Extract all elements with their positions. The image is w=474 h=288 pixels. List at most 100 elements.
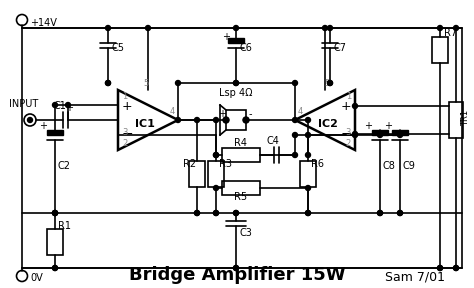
Bar bbox=[47, 229, 63, 255]
Text: R4: R4 bbox=[235, 138, 247, 148]
Circle shape bbox=[292, 132, 298, 137]
Text: 1: 1 bbox=[122, 92, 127, 101]
Text: C4: C4 bbox=[266, 136, 280, 146]
Bar bbox=[226, 110, 246, 130]
Circle shape bbox=[328, 81, 332, 86]
Circle shape bbox=[377, 211, 383, 215]
Text: R3: R3 bbox=[219, 159, 232, 169]
Bar bbox=[372, 130, 388, 135]
Circle shape bbox=[194, 211, 200, 215]
Text: +: + bbox=[222, 32, 230, 42]
Circle shape bbox=[106, 26, 110, 31]
Bar bbox=[228, 38, 244, 43]
Text: C1: C1 bbox=[54, 101, 66, 111]
Text: +: + bbox=[341, 99, 351, 113]
Circle shape bbox=[292, 153, 298, 158]
Text: C7: C7 bbox=[334, 43, 347, 53]
Circle shape bbox=[53, 211, 57, 215]
Circle shape bbox=[53, 103, 57, 107]
Text: 0V: 0V bbox=[30, 273, 43, 283]
Circle shape bbox=[194, 211, 200, 215]
Circle shape bbox=[106, 81, 110, 86]
Text: −: − bbox=[340, 127, 352, 141]
Circle shape bbox=[292, 118, 298, 122]
Circle shape bbox=[377, 211, 383, 215]
Circle shape bbox=[454, 26, 458, 31]
Circle shape bbox=[223, 117, 229, 123]
Text: INPUT: INPUT bbox=[9, 99, 38, 109]
Circle shape bbox=[53, 266, 57, 270]
Circle shape bbox=[377, 132, 383, 137]
Text: +: + bbox=[384, 121, 392, 131]
Circle shape bbox=[213, 211, 219, 215]
Circle shape bbox=[65, 103, 71, 107]
Text: R6: R6 bbox=[311, 159, 324, 169]
Circle shape bbox=[175, 118, 181, 122]
Circle shape bbox=[243, 117, 249, 123]
Text: 4: 4 bbox=[298, 107, 303, 116]
Text: 5: 5 bbox=[143, 79, 149, 88]
Circle shape bbox=[234, 26, 238, 31]
Circle shape bbox=[306, 153, 310, 158]
Text: +: + bbox=[65, 103, 73, 113]
Circle shape bbox=[438, 266, 443, 270]
Circle shape bbox=[234, 266, 238, 270]
Text: R1: R1 bbox=[58, 221, 71, 231]
Text: 3: 3 bbox=[122, 128, 128, 137]
Text: 2: 2 bbox=[346, 139, 351, 148]
Circle shape bbox=[53, 211, 57, 215]
Circle shape bbox=[224, 118, 228, 122]
Circle shape bbox=[306, 118, 310, 122]
Bar bbox=[300, 161, 316, 187]
Circle shape bbox=[353, 132, 357, 137]
Circle shape bbox=[234, 266, 238, 270]
Text: 5: 5 bbox=[324, 79, 329, 88]
Circle shape bbox=[438, 26, 443, 31]
Bar bbox=[189, 161, 205, 187]
Bar bbox=[222, 148, 260, 162]
Bar bbox=[208, 161, 224, 187]
Circle shape bbox=[234, 211, 238, 215]
Text: Bridge Amplifier 15W: Bridge Amplifier 15W bbox=[128, 266, 346, 284]
Text: +: + bbox=[364, 121, 372, 131]
Circle shape bbox=[106, 81, 110, 86]
Circle shape bbox=[398, 132, 402, 137]
Circle shape bbox=[234, 81, 238, 86]
Circle shape bbox=[306, 211, 310, 215]
Circle shape bbox=[322, 26, 328, 31]
Bar bbox=[449, 102, 463, 138]
Text: Sam 7/01: Sam 7/01 bbox=[385, 271, 445, 284]
Circle shape bbox=[213, 185, 219, 190]
Bar bbox=[432, 37, 448, 63]
Circle shape bbox=[353, 103, 357, 109]
Text: R7: R7 bbox=[444, 28, 457, 38]
Circle shape bbox=[398, 211, 402, 215]
Circle shape bbox=[53, 211, 57, 215]
Circle shape bbox=[292, 81, 298, 86]
Text: IC1: IC1 bbox=[135, 119, 155, 129]
Circle shape bbox=[306, 185, 310, 190]
Circle shape bbox=[328, 81, 332, 86]
Bar bbox=[47, 130, 63, 135]
Circle shape bbox=[194, 118, 200, 122]
Circle shape bbox=[213, 153, 219, 158]
Text: C9: C9 bbox=[403, 161, 416, 171]
Circle shape bbox=[398, 211, 402, 215]
Circle shape bbox=[213, 153, 219, 158]
Text: −: − bbox=[121, 127, 133, 141]
Text: TR1: TR1 bbox=[462, 110, 471, 126]
Text: +14V: +14V bbox=[30, 18, 57, 28]
Text: 1: 1 bbox=[346, 92, 351, 101]
Text: +: + bbox=[218, 109, 226, 119]
Circle shape bbox=[53, 266, 57, 270]
Circle shape bbox=[213, 211, 219, 215]
Text: C5: C5 bbox=[112, 43, 125, 53]
Text: C3: C3 bbox=[240, 228, 253, 238]
Circle shape bbox=[213, 118, 219, 122]
Circle shape bbox=[438, 266, 443, 270]
Circle shape bbox=[353, 132, 357, 137]
Circle shape bbox=[306, 211, 310, 215]
Text: C2: C2 bbox=[58, 161, 71, 171]
Text: C6: C6 bbox=[240, 43, 253, 53]
Text: R5: R5 bbox=[235, 192, 247, 202]
